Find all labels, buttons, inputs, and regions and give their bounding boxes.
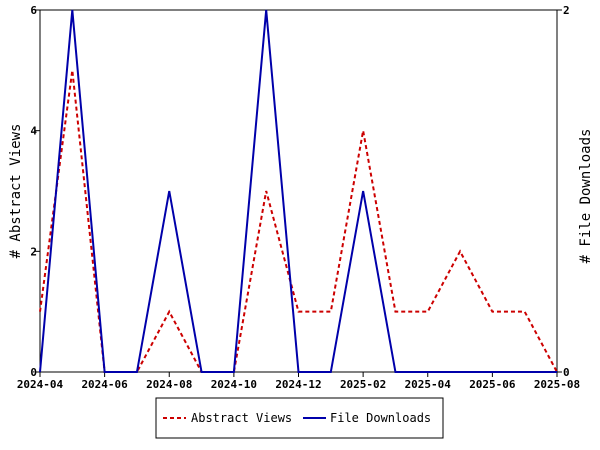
x-tick-label: 2025-08 [534,378,580,391]
x-tick-label: 2025-04 [405,378,452,391]
x-tick-label: 2025-06 [469,378,516,391]
x-tick-label: 2025-02 [340,378,386,391]
y-axis-right: 02 [557,4,570,379]
series-line-abstract-views [39,70,558,373]
legend-box [155,397,444,439]
y-left-tick-label: 4 [30,125,37,138]
legend-label-abstract-views: Abstract Views [191,411,292,425]
x-tick-label: 2024-06 [81,378,128,391]
plot-area [39,9,558,373]
legend: Abstract Views File Downloads [155,397,444,439]
y-left-tick-label: 2 [30,245,37,258]
x-tick-label: 2024-12 [275,378,321,391]
plot-frame [39,9,558,373]
y-left-tick-label: 6 [30,4,37,17]
y-right-tick-label: 0 [563,366,570,379]
x-axis: 2024-04 2024-06 2024-08 2024-10 2024-12 2025-… [17,372,580,391]
y-left-tick-label: 0 [30,366,37,379]
x-tick-label: 2024-10 [211,378,257,391]
x-tick-label: 2024-04 [17,378,64,391]
series-line-file-downloads [39,9,557,373]
legend-label-file-downloads: File Downloads [330,411,431,425]
y-axis-right-label: # File Downloads [578,129,594,264]
y-right-tick-label: 2 [563,4,570,17]
x-tick-label: 2024-08 [146,378,192,391]
y-axis-left-label: # Abstract Views [8,124,24,259]
series-lines [39,9,558,373]
y-axis-left: 0 2 4 6 [30,4,40,379]
